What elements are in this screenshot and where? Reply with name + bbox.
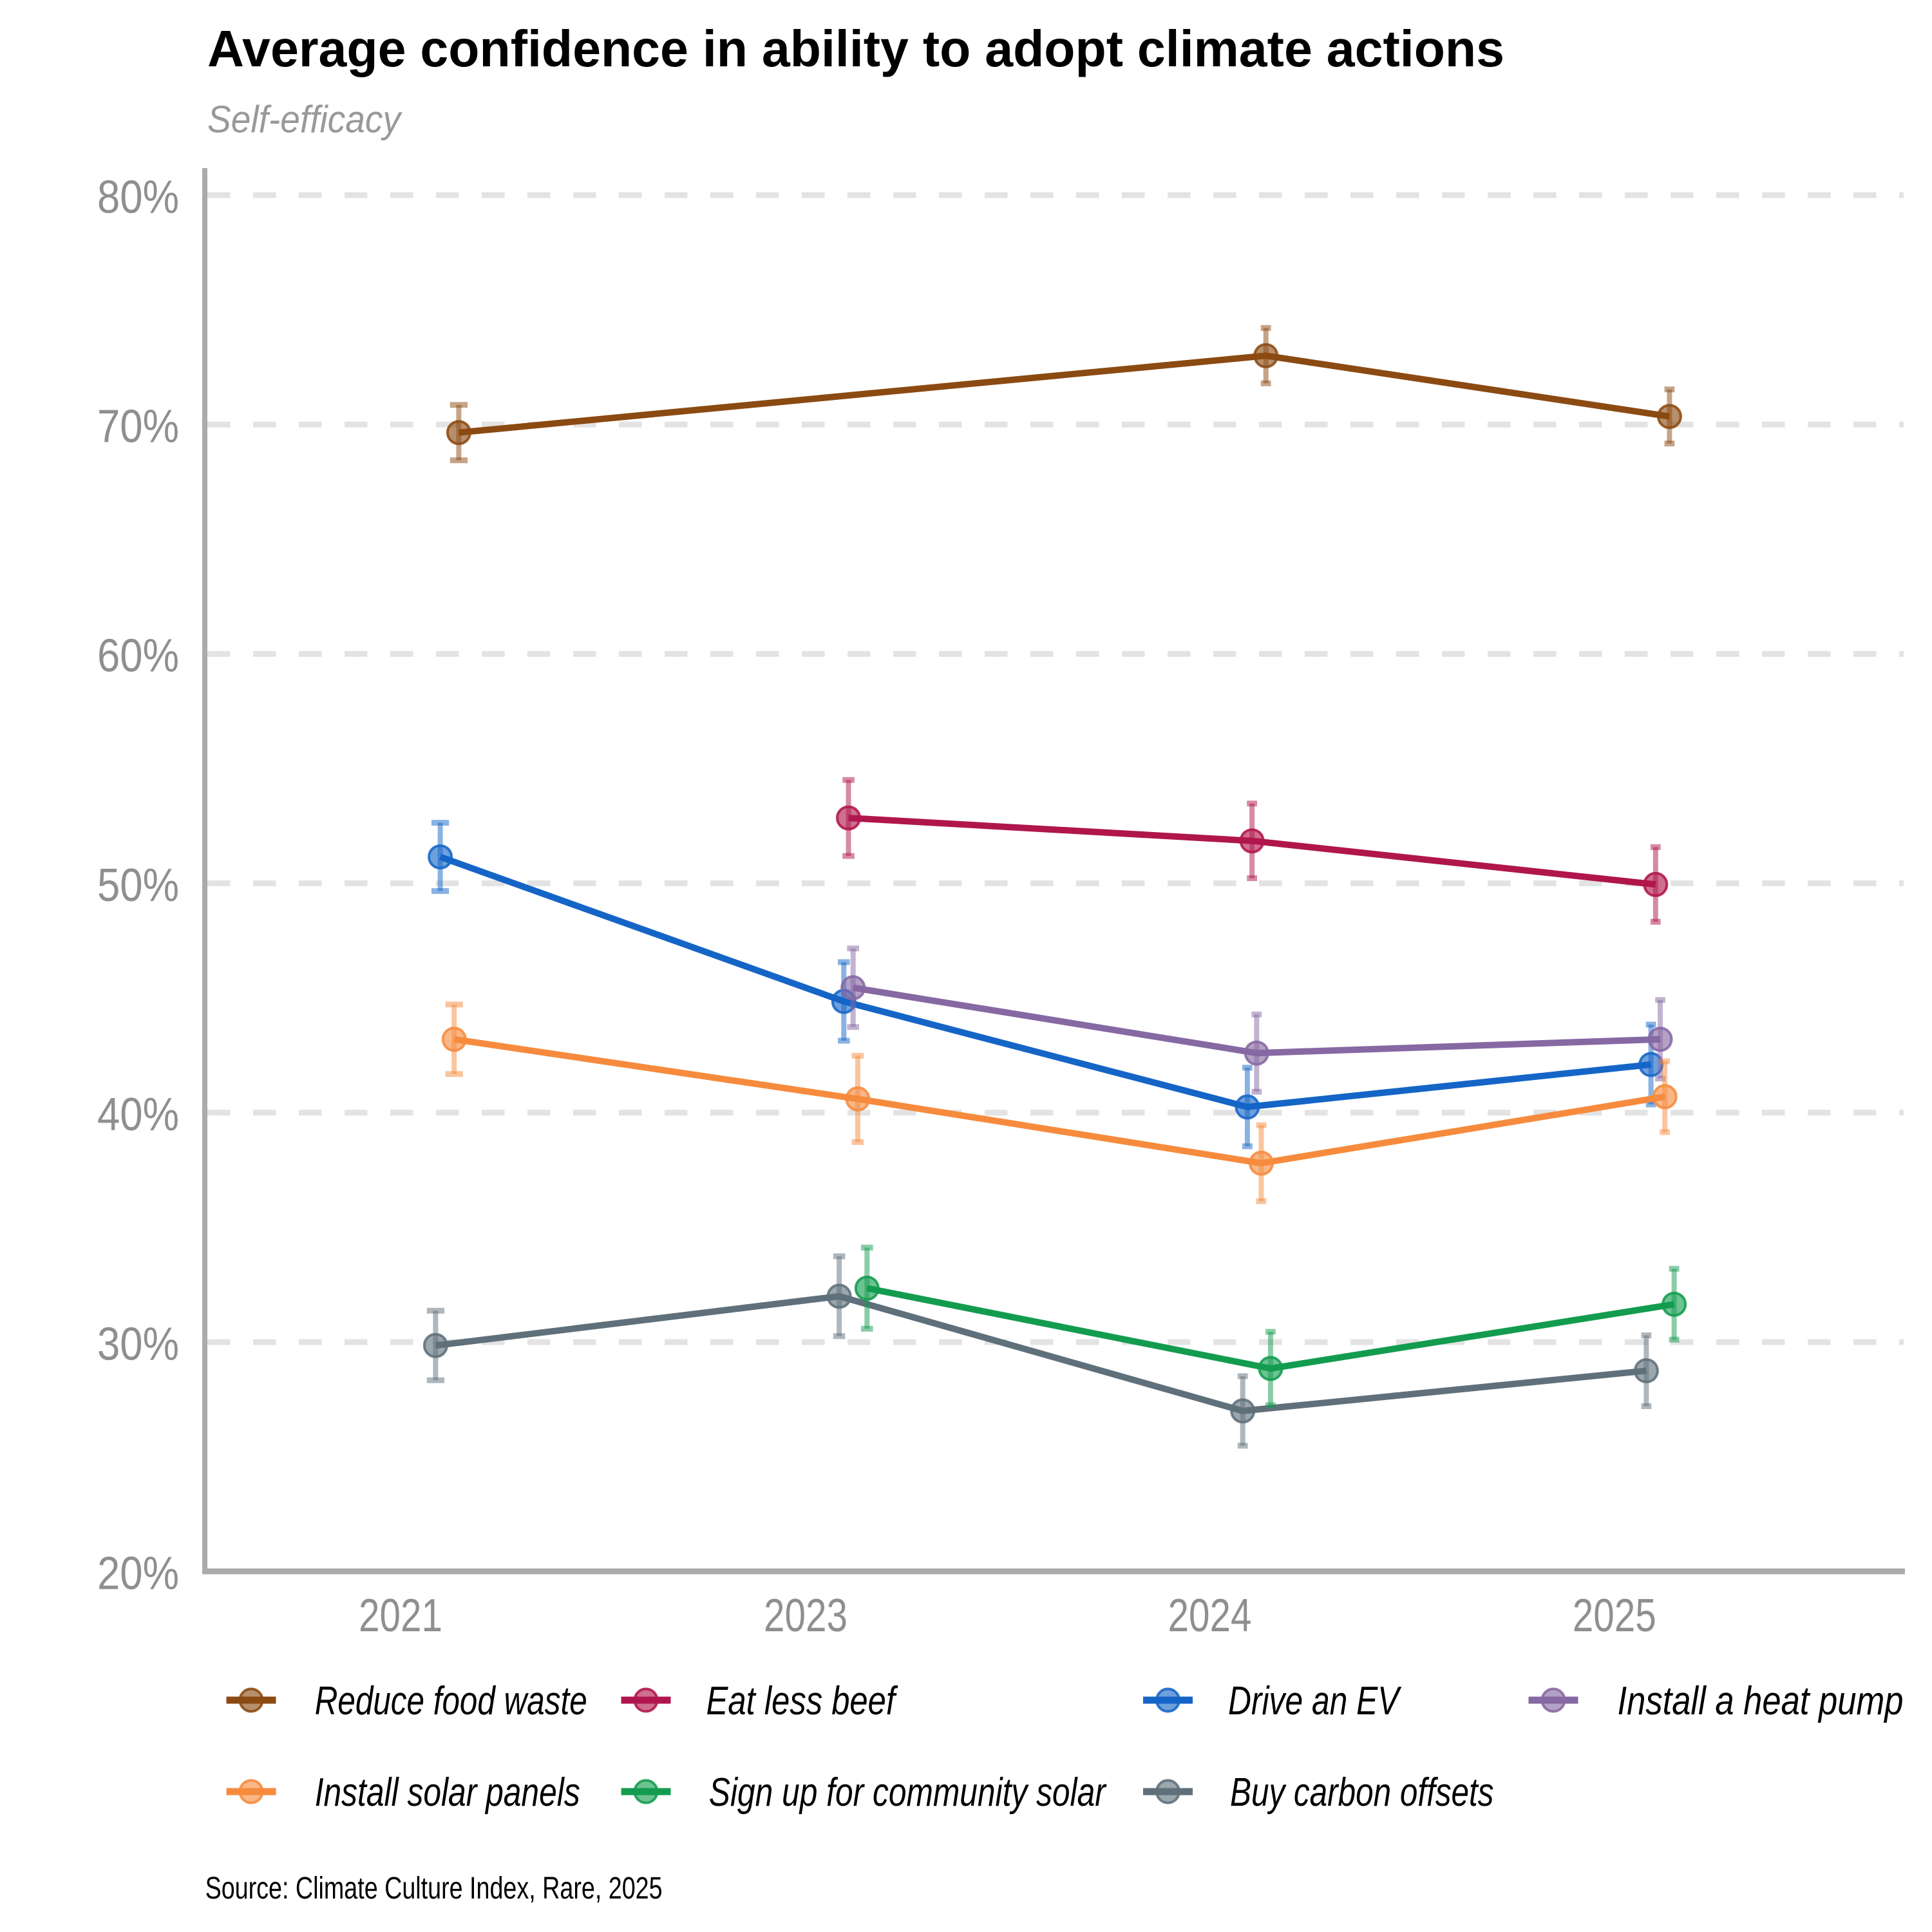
- svg-text:Average confidence in ability: Average confidence in ability to adopt c…: [207, 20, 1504, 77]
- svg-text:30%: 30%: [97, 1318, 179, 1370]
- svg-text:Sign up for community solar: Sign up for community solar: [709, 1770, 1107, 1815]
- svg-text:Install solar panels: Install solar panels: [315, 1770, 580, 1815]
- svg-text:Buy carbon offsets: Buy carbon offsets: [1230, 1770, 1494, 1815]
- svg-text:Install a heat pump: Install a heat pump: [1618, 1679, 1904, 1723]
- svg-text:Eat less beef: Eat less beef: [706, 1679, 898, 1723]
- svg-text:2024: 2024: [1168, 1590, 1252, 1642]
- svg-text:80%: 80%: [97, 171, 179, 223]
- svg-text:70%: 70%: [97, 401, 179, 453]
- svg-text:50%: 50%: [97, 860, 179, 911]
- svg-text:Source: Climate Culture Index,: Source: Climate Culture Index, Rare, 202…: [205, 1871, 663, 1906]
- svg-text:2025: 2025: [1573, 1590, 1656, 1642]
- svg-text:Drive an EV: Drive an EV: [1228, 1679, 1402, 1723]
- svg-text:2023: 2023: [764, 1590, 848, 1642]
- svg-text:Self-efficacy: Self-efficacy: [207, 99, 402, 141]
- svg-text:2021: 2021: [359, 1590, 442, 1642]
- svg-text:60%: 60%: [97, 630, 179, 682]
- svg-text:40%: 40%: [97, 1089, 179, 1141]
- svg-text:Reduce food waste: Reduce food waste: [315, 1679, 587, 1723]
- svg-text:20%: 20%: [97, 1548, 179, 1600]
